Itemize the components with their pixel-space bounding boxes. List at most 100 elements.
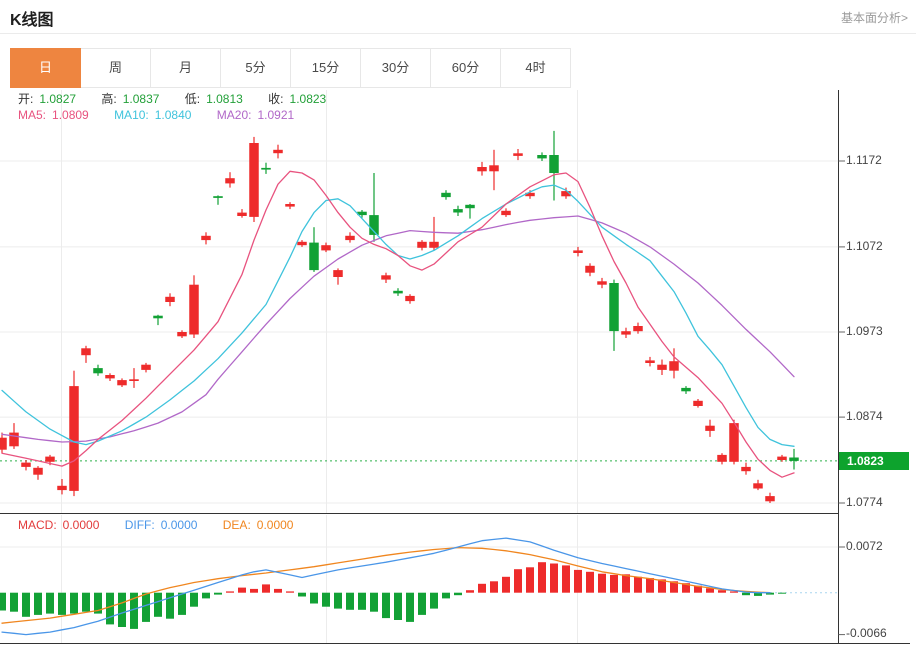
candle-body — [297, 241, 307, 246]
macd-value: 0.0000 — [62, 518, 100, 532]
candle-body — [345, 235, 355, 241]
macd-histogram-bar — [538, 562, 546, 593]
macd-histogram-bar — [730, 591, 738, 593]
price-tick-1: 1.1172 — [846, 153, 882, 167]
macd-histogram-bar — [202, 592, 210, 599]
macd-tick-top: 0.0072 — [846, 539, 883, 553]
candle-body — [177, 332, 187, 337]
candle-body — [645, 360, 655, 363]
open-label: 开: — [18, 92, 34, 106]
macd-histogram-bar — [214, 592, 222, 595]
macd-histogram-bar — [262, 584, 270, 593]
close-label: 收: — [268, 92, 284, 106]
tab-5min[interactable]: 5分 — [221, 48, 291, 88]
macd-histogram-bar — [226, 591, 234, 593]
ma20-value: 1.0921 — [257, 108, 295, 122]
macd-histogram-bar — [778, 592, 786, 594]
candle-body — [441, 192, 451, 198]
tab-month[interactable]: 月 — [151, 48, 221, 88]
macd-histogram-bar — [646, 578, 654, 593]
macd-legend: MACD: 0.0000 DIFF: 0.0000 DEA: 0.0000 — [18, 518, 299, 532]
tab-4hour[interactable]: 4时 — [501, 48, 571, 88]
candle-body — [153, 315, 163, 319]
price-tick-5: 1.0774 — [846, 495, 883, 509]
diff-value: 0.0000 — [160, 518, 198, 532]
tab-60min[interactable]: 60分 — [431, 48, 501, 88]
macd-histogram-bar — [382, 592, 390, 619]
ma5-value: 1.0809 — [52, 108, 89, 122]
candle-body — [789, 457, 799, 461]
ma5-label: MA5: — [18, 108, 47, 122]
tab-week[interactable]: 周 — [81, 48, 151, 88]
candle-body — [573, 250, 583, 253]
fundamental-analysis-link[interactable]: 基本面分析> — [840, 11, 908, 25]
candle-body — [417, 241, 427, 248]
candle-body — [357, 211, 367, 216]
current-price-badge: 1.0823 — [839, 452, 909, 470]
candle-body — [489, 165, 499, 172]
candle-body — [0, 437, 7, 450]
candle-body — [657, 364, 667, 370]
dea-line — [1, 546, 771, 624]
macd-histogram-bar — [310, 592, 318, 604]
macd-histogram-bar — [274, 588, 282, 593]
macd-histogram-bar — [142, 592, 150, 622]
candle-body — [753, 483, 763, 489]
macd-histogram-bar — [766, 592, 774, 595]
macd-histogram-bar — [490, 581, 498, 593]
candle-body — [597, 281, 607, 285]
macd-histogram-bar — [562, 565, 570, 593]
ma5-line — [1, 170, 795, 478]
macd-histogram-bar — [10, 592, 18, 612]
candle-body — [777, 456, 787, 460]
candle-body — [381, 275, 391, 280]
candle-body — [537, 155, 547, 159]
ma10-label: MA10: — [114, 108, 149, 122]
price-tick-2: 1.1072 — [846, 239, 883, 253]
candle-body — [549, 155, 559, 173]
ma10-line — [1, 184, 795, 447]
macd-histogram-bar — [598, 573, 606, 593]
candle-body — [561, 191, 571, 197]
macd-histogram-bar — [0, 592, 6, 611]
candle-body — [117, 380, 127, 386]
candle-body — [225, 178, 235, 184]
macd-histogram-bar — [118, 592, 126, 627]
macd-histogram-bar — [238, 587, 246, 593]
candle-body — [141, 364, 151, 370]
tab-day[interactable]: 日 — [10, 48, 81, 88]
macd-histogram-bar — [94, 592, 102, 614]
ma-legend: MA5: 1.0809 MA10: 1.0840 MA20: 1.0921 — [18, 108, 300, 122]
candle-body — [249, 143, 259, 217]
candle-body — [213, 196, 223, 198]
candle-body — [237, 212, 247, 216]
candle-body — [165, 296, 175, 302]
candle-body — [309, 242, 319, 271]
widget-header: K线图 基本面分析> — [0, 0, 916, 34]
macd-histogram-bar — [334, 592, 342, 609]
macd-histogram-bar — [394, 592, 402, 620]
macd-histogram-bar — [34, 592, 42, 615]
candle-body — [693, 400, 703, 406]
macd-histogram-bar — [574, 569, 582, 593]
ma10-value: 1.0840 — [154, 108, 192, 122]
macd-histogram-bar — [322, 592, 330, 607]
candle-body — [261, 167, 271, 170]
page-title: K线图 — [10, 12, 54, 29]
macd-histogram-bar — [442, 592, 450, 599]
tab-30min[interactable]: 30分 — [361, 48, 431, 88]
candle-body — [741, 466, 751, 472]
candle-body — [705, 425, 715, 431]
macd-histogram-bar — [70, 592, 78, 614]
candle-body — [585, 265, 595, 273]
candle-body — [633, 326, 643, 332]
diff-label: DIFF: — [124, 518, 155, 532]
macd-histogram-bar — [454, 592, 462, 596]
macd-histogram-bar — [130, 592, 138, 629]
ma20-label: MA20: — [216, 108, 252, 122]
macd-histogram-bar — [706, 588, 714, 593]
candle-body — [285, 204, 295, 207]
macd-histogram-bar — [418, 592, 426, 615]
tab-15min[interactable]: 15分 — [291, 48, 361, 88]
